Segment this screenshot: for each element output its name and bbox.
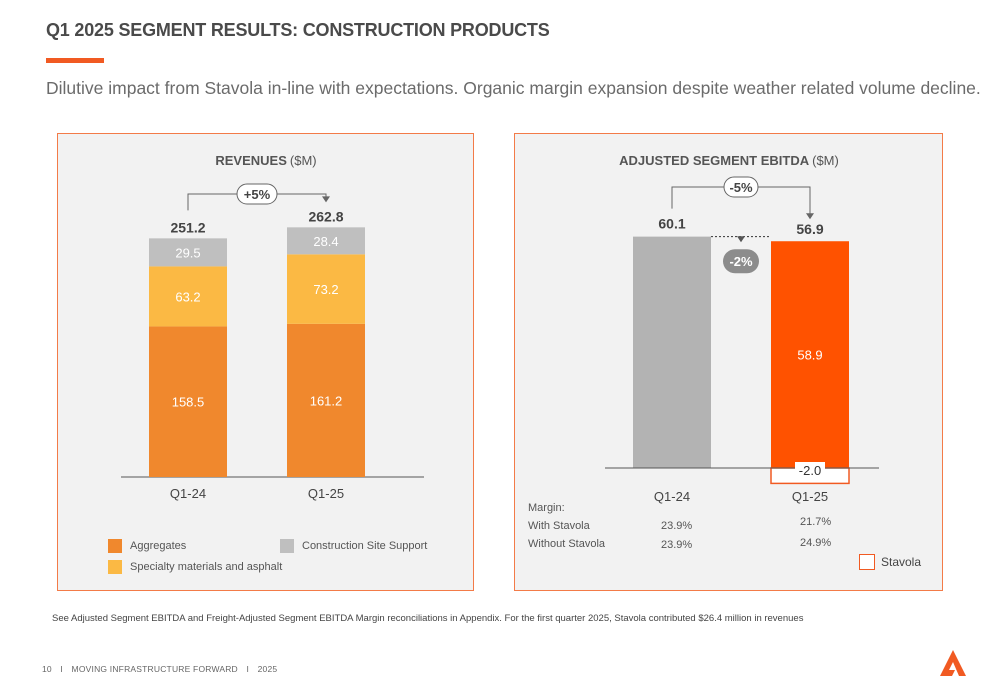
bar-value-label: 158.5: [172, 395, 205, 410]
margin-with-stavola-q1-24: 23.9%: [661, 520, 693, 532]
footer-separator-2: I: [246, 664, 250, 674]
ebitda-chart-title: ADJUSTED SEGMENT EBITDA ($M): [619, 153, 839, 168]
x-tick-label: Q1-25: [792, 489, 828, 504]
footer-year: 2025: [257, 664, 278, 674]
bar-q1-24-ebitda: [633, 236, 711, 468]
bar-value-label: 29.5: [175, 245, 200, 260]
legend-label-aggregates: Aggregates: [130, 540, 187, 552]
change-arrow-icon: [806, 213, 814, 220]
bar-q1-24-aggregates: [149, 326, 227, 477]
legend-label-stavola: Stavola: [881, 555, 922, 569]
page-title: Q1 2025 SEGMENT RESULTS: CONSTRUCTION PR…: [46, 20, 550, 40]
ebitda-chart-panel: ADJUSTED SEGMENT EBITDA ($M) 60.1 58.9 56.9…: [514, 133, 943, 591]
legend-item-stavola: Stavola: [859, 554, 921, 570]
legend-item-specialty: Specialty materials and asphalt: [108, 560, 282, 574]
current-total-label: 56.9: [796, 221, 823, 237]
organic-arrow-icon: [737, 236, 745, 243]
x-tick-label: Q1-24: [654, 489, 690, 504]
footnote: See Adjusted Segment EBITDA and Freight-…: [52, 613, 804, 624]
page-number: 10: [42, 664, 52, 674]
revenues-chart-title: REVENUES ($M): [215, 153, 316, 168]
bar-q1-24-construction: [149, 238, 227, 267]
change-label: +5%: [244, 187, 271, 202]
bar-value-label: 161.2: [310, 393, 343, 408]
bar-value-label: 63.2: [175, 289, 200, 304]
margin-row-label-without-stavola: Without Stavola: [528, 538, 606, 550]
stavola-value-label: -2.0: [799, 463, 821, 478]
bar-value-label: 73.2: [313, 282, 338, 297]
page-subtitle: Dilutive impact from Stavola in-line wit…: [46, 78, 981, 98]
footer-separator: I: [60, 664, 63, 674]
bar-q1-24-specialty: [149, 266, 227, 327]
page-footer: 10 I MOVING INFRASTRUCTURE FORWARD I 202…: [42, 664, 283, 674]
specialty-swatch: [108, 560, 122, 574]
bar-q1-25-construction: [287, 227, 365, 255]
prior-total-label: 60.1: [658, 216, 685, 232]
x-tick-label: Q1-25: [308, 486, 344, 501]
margin-without-stavola-q1-24: 23.9%: [661, 539, 693, 551]
margin-row-label-with-stavola: With Stavola: [528, 520, 590, 532]
legend-item-aggregates: Aggregates: [108, 539, 186, 553]
legend-label-site-support: Construction Site Support: [302, 540, 428, 552]
margin-without-stavola-q1-25: 24.9%: [800, 537, 832, 549]
bar-q1-25-ebitda-organic: [771, 241, 849, 468]
organic-value-label: 58.9: [797, 348, 822, 363]
change-arrow-icon: [322, 196, 330, 203]
revenues-bars: 158.5 63.2 29.5 251.2 Q1-24 161.2 73.2 28.4 262.…: [121, 183, 424, 501]
margin-with-stavola-q1-25: 21.7%: [800, 516, 832, 528]
ebitda-bars: 60.1 58.9 56.9 -2.0 Q1-24 Q1-25 -2% -5%: [605, 176, 879, 504]
company-logo-icon: [940, 650, 966, 676]
bar-q1-25-specialty: [287, 254, 365, 324]
margin-heading: Margin:: [528, 502, 565, 514]
site-support-swatch: [280, 539, 294, 553]
organic-change-pill: [723, 249, 759, 274]
change-pill: [723, 176, 759, 198]
stavola-label-bg: [795, 462, 825, 476]
title-underline: [46, 58, 104, 63]
aggregates-swatch: [108, 539, 122, 553]
total-label: 251.2: [170, 219, 205, 235]
bar-q1-25-aggregates: [287, 323, 365, 477]
total-label: 262.8: [308, 208, 343, 224]
footer-tagline: MOVING INFRASTRUCTURE FORWARD: [71, 664, 238, 674]
change-pill: [236, 183, 278, 205]
revenues-chart: REVENUES ($M) 158.5 63.2 29.5 251.2 Q1-24 161.…: [121, 153, 424, 501]
legend-item-construction-site-support: Construction Site Support: [280, 539, 427, 553]
organic-change-label: -2%: [729, 254, 753, 269]
stavola-swatch: [859, 554, 875, 570]
legend-label-specialty: Specialty materials and asphalt: [130, 561, 283, 573]
revenues-chart-panel: REVENUES ($M) 158.5 63.2 29.5 251.2 Q1-24 161.…: [57, 133, 474, 591]
change-label: -5%: [729, 180, 753, 195]
x-tick-label: Q1-24: [170, 486, 206, 501]
ebitda-chart: ADJUSTED SEGMENT EBITDA ($M) 60.1 58.9 56.9…: [605, 153, 879, 504]
bar-value-label: 28.4: [313, 234, 338, 249]
